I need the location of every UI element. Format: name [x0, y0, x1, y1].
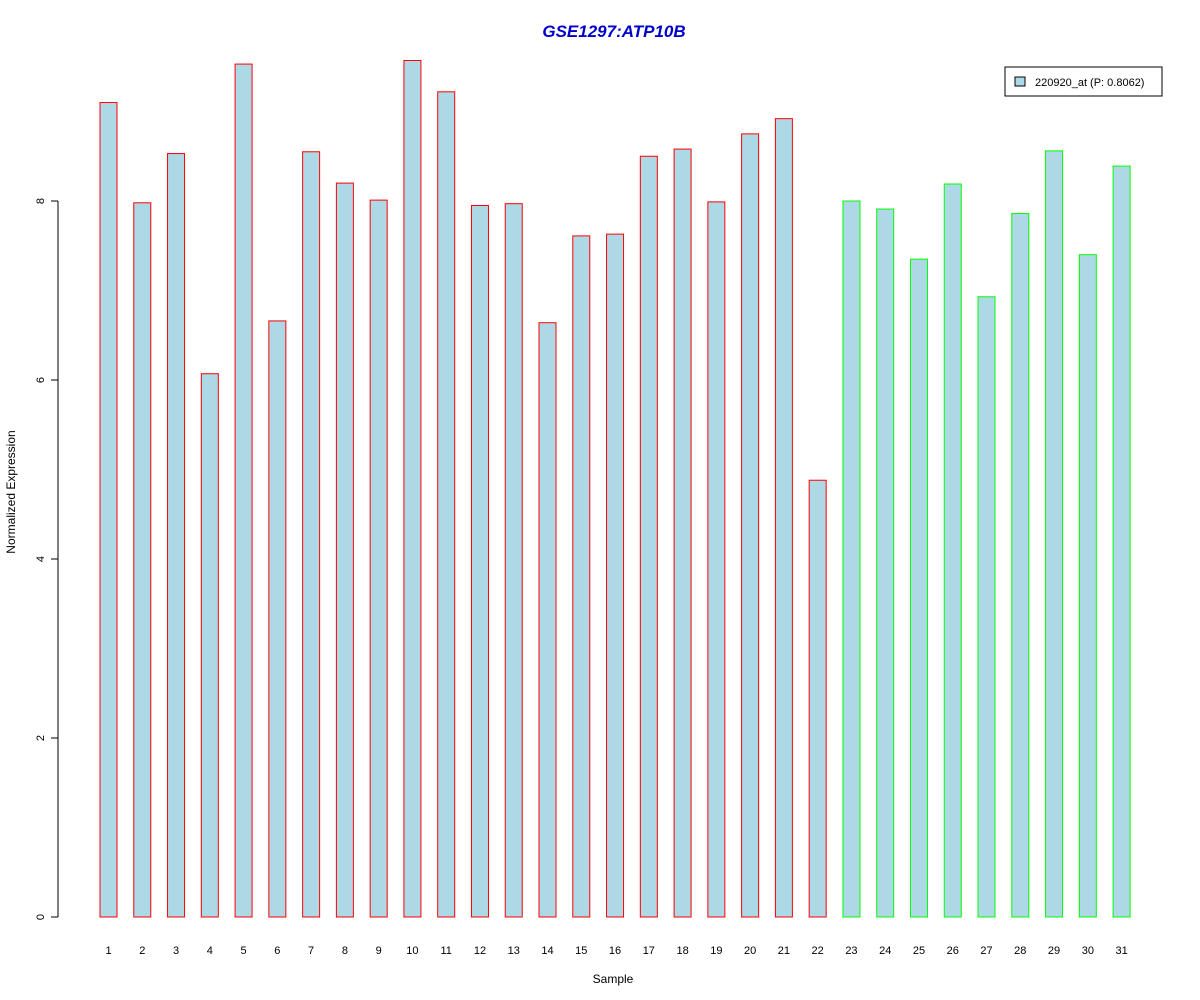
x-tick-label: 22	[812, 945, 824, 957]
bar-sample-22	[808, 479, 827, 918]
y-axis-label: Normalized Expression	[4, 430, 18, 553]
bar-sample-15	[572, 235, 591, 918]
bar-sample-4	[200, 373, 219, 918]
bar-sample-6	[268, 320, 287, 918]
x-tick-label: 25	[913, 945, 925, 957]
x-tick-label: 21	[778, 945, 790, 957]
x-tick-label: 19	[710, 945, 722, 957]
x-tick-labels: 1 2 3 4 5 6 7 8 9 10 11 12 13 14 15 16 17 18 19 20 21 22 23 24 2…	[105, 945, 1127, 957]
bar-sample-5	[234, 63, 253, 918]
x-tick-label: 1	[105, 945, 111, 957]
y-tick-label: 8	[35, 198, 47, 204]
x-tick-label: 6	[274, 945, 280, 957]
x-tick-label: 16	[609, 945, 621, 957]
legend-swatch	[1014, 76, 1026, 87]
x-tick-label: 10	[406, 945, 418, 957]
bar-sample-8	[335, 182, 354, 918]
x-tick-label: 30	[1082, 945, 1094, 957]
y-tick-label: 6	[35, 377, 47, 383]
y-tick-label: 4	[35, 556, 47, 562]
x-tick-label: 14	[541, 945, 553, 957]
x-axis-label: Sample	[593, 972, 634, 986]
x-tick-label: 13	[508, 945, 520, 957]
bar-sample-14	[538, 322, 557, 918]
bar-sample-28	[1011, 213, 1030, 918]
bar-sample-20	[741, 133, 760, 918]
bar-sample-29	[1045, 150, 1064, 918]
bar-sample-10	[403, 59, 422, 918]
bar-sample-3	[167, 153, 186, 918]
x-tick-label: 7	[308, 945, 314, 957]
bar-sample-18	[673, 148, 692, 918]
x-tick-label: 26	[947, 945, 959, 957]
bar-sample-21	[774, 118, 793, 918]
chart-title: GSE1297:ATP10B	[542, 22, 685, 41]
x-tick-label: 4	[207, 945, 213, 957]
x-tick-label: 29	[1048, 945, 1060, 957]
legend-box	[1004, 66, 1163, 97]
bar-sample-26	[943, 183, 962, 918]
bar-sample-2	[133, 202, 152, 918]
bar-sample-27	[977, 296, 996, 918]
x-tick-label: 12	[474, 945, 486, 957]
bar-sample-31	[1112, 165, 1131, 918]
x-tick-label: 9	[376, 945, 382, 957]
bar-sample-12	[470, 204, 489, 918]
x-tick-label: 31	[1115, 945, 1127, 957]
x-tick-label: 8	[342, 945, 348, 957]
x-tick-label: 23	[845, 945, 857, 957]
bar-sample-30	[1078, 254, 1097, 918]
bar-sample-25	[909, 258, 928, 918]
bar-sample-13	[504, 203, 523, 918]
x-tick-label: 24	[879, 945, 891, 957]
y-tick-label: 2	[35, 735, 47, 741]
x-tick-label: 5	[241, 945, 247, 957]
x-tick-label: 20	[744, 945, 756, 957]
bar-sample-24	[876, 208, 895, 918]
legend-label: 220920_at (P: 0.8062)	[1035, 77, 1144, 89]
x-tick-label: 18	[676, 945, 688, 957]
bar-sample-19	[707, 201, 726, 918]
legend: 220920_at (P: 0.8062)	[1004, 66, 1163, 97]
bar-sample-17	[639, 155, 658, 918]
x-tick-label: 11	[440, 945, 451, 957]
bar-sample-23	[842, 200, 861, 918]
bar-sample-9	[369, 199, 388, 918]
bar-sample-11	[437, 91, 456, 918]
y-tick-label: 0	[35, 914, 47, 920]
bar-sample-1	[99, 102, 118, 918]
bar-sample-7	[302, 151, 321, 918]
bars-group	[99, 59, 1131, 918]
x-tick-label: 28	[1014, 945, 1026, 957]
y-axis: 0 2 4 6 8	[35, 198, 59, 920]
bar-sample-16	[606, 233, 625, 918]
x-tick-label: 15	[575, 945, 587, 957]
x-tick-label: 3	[173, 945, 179, 957]
x-tick-label: 2	[139, 945, 145, 957]
x-tick-label: 17	[643, 945, 655, 957]
x-tick-label: 27	[980, 945, 992, 957]
